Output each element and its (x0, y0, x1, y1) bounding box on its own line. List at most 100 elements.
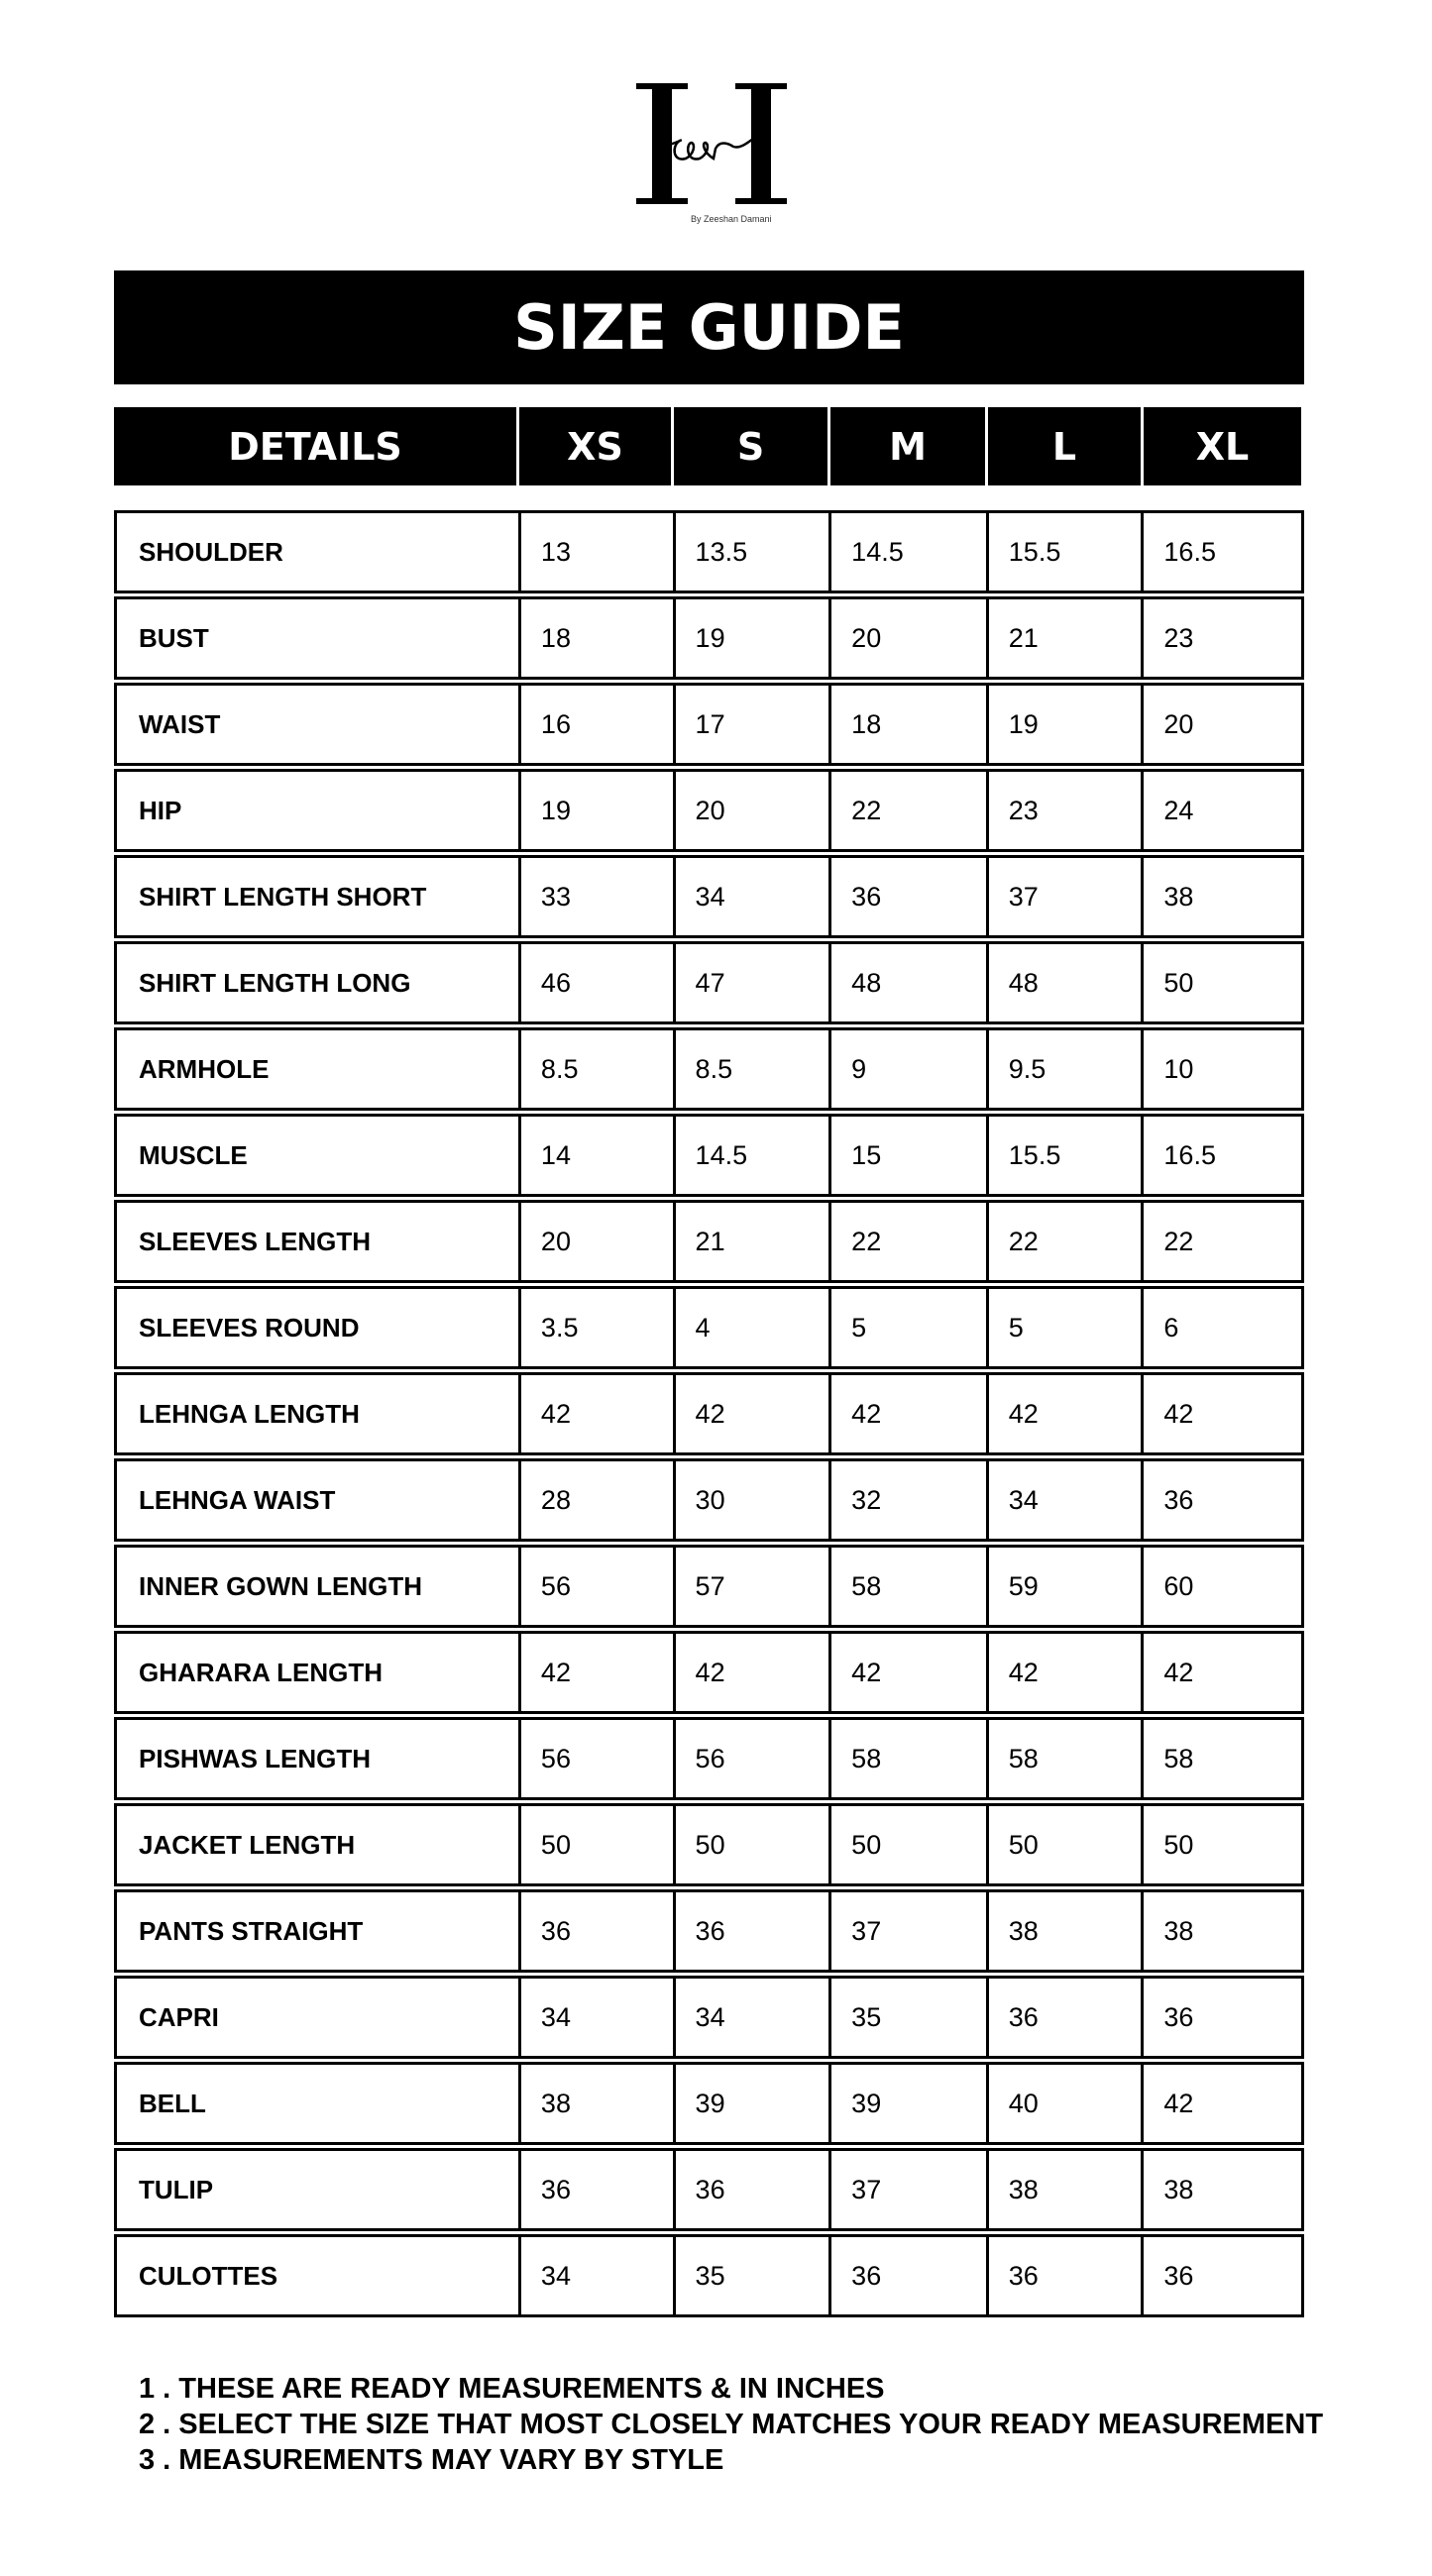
column-header: L (988, 407, 1144, 485)
note: 1 . THESE ARE READY MEASUREMENTS & IN IN… (139, 2373, 885, 2405)
size-value: 34 (676, 858, 832, 935)
size-value: 10 (1163, 1053, 1194, 1084)
column-header: XS (519, 407, 674, 485)
row-label: JACKET LENGTH (117, 1806, 521, 1883)
size-value: 9.5 (989, 1030, 1145, 1108)
table-header: DETAILS XS S M L XL (114, 407, 1304, 485)
size-value: 50 (521, 1806, 676, 1883)
row-label: MUSCLE (117, 1117, 521, 1194)
size-value: 42 (521, 1634, 676, 1711)
table-row: SHOULDER 13 13.5 14.5 15.5 16.5 (114, 510, 1304, 593)
size-table: SHOULDER 13 13.5 14.5 15.5 16.5 BUST 18 19 20 21 23… (114, 510, 1304, 2320)
size-value: 50 (676, 1806, 832, 1883)
size-value: 36 (1163, 1484, 1194, 1515)
size-value: 48 (831, 944, 989, 1021)
size-value: 14.5 (676, 1117, 832, 1194)
size-value: 39 (676, 2065, 832, 2142)
logo-mark-icon (636, 83, 787, 204)
table-row: CAPRI 34 34 35 36 36 (114, 1976, 1304, 2059)
size-value: 30 (676, 1461, 832, 1539)
size-value: 38 (989, 1892, 1145, 1970)
size-value: 37 (831, 1892, 989, 1970)
page-title: SIZE GUIDE (114, 270, 1304, 384)
column-header: M (830, 407, 988, 485)
size-value: 19 (989, 686, 1145, 763)
size-value: 15.5 (989, 1117, 1145, 1194)
size-value: 50 (1163, 1829, 1194, 1860)
size-value: 42 (1163, 1657, 1194, 1687)
size-value: 13.5 (676, 513, 832, 590)
table-row: TULIP 36 36 37 38 38 (114, 2148, 1304, 2231)
table-row: GHARARA LENGTH 42 42 42 42 42 (114, 1631, 1304, 1714)
row-label: LEHNGA WAIST (117, 1461, 521, 1539)
size-value: 42 (1163, 1398, 1194, 1429)
brand-logo: By Zeeshan Damani (614, 79, 818, 238)
column-header: DETAILS (114, 407, 519, 485)
size-value: 21 (989, 599, 1145, 677)
size-value: 20 (521, 1203, 676, 1280)
size-value: 42 (831, 1375, 989, 1452)
size-value: 39 (831, 2065, 989, 2142)
size-value: 15 (831, 1117, 989, 1194)
table-row: HIP 19 20 22 23 24 (114, 769, 1304, 852)
size-value: 35 (831, 1979, 989, 2056)
size-value: 5 (831, 1289, 989, 1366)
size-value: 38 (1163, 881, 1194, 912)
size-value: 57 (676, 1548, 832, 1625)
table-row: SHIRT LENGTH SHORT 33 34 36 37 38 (114, 855, 1304, 938)
table-row: SLEEVES ROUND 3.5 4 5 5 6 (114, 1286, 1304, 1369)
row-label: WAIST (117, 686, 521, 763)
size-value: 34 (521, 2237, 676, 2314)
size-value: 47 (676, 944, 832, 1021)
row-label: CAPRI (117, 1979, 521, 2056)
row-label: BUST (117, 599, 521, 677)
row-label: SLEEVES ROUND (117, 1289, 521, 1366)
size-value: 56 (521, 1720, 676, 1797)
size-value: 58 (831, 1548, 989, 1625)
size-value: 16.5 (1163, 1139, 1216, 1170)
size-value: 24 (1163, 795, 1194, 825)
row-label: LEHNGA LENGTH (117, 1375, 521, 1452)
table-row: BELL 38 39 39 40 42 (114, 2062, 1304, 2145)
row-label: CULOTTES (117, 2237, 521, 2314)
table-row: PISHWAS LENGTH 56 56 58 58 58 (114, 1717, 1304, 1800)
size-value: 18 (521, 599, 676, 677)
size-value: 13 (521, 513, 676, 590)
size-value: 23 (989, 772, 1145, 849)
row-label: SLEEVES LENGTH (117, 1203, 521, 1280)
size-value: 36 (1163, 2260, 1194, 2291)
size-value: 22 (1163, 1226, 1194, 1256)
size-value: 6 (1163, 1312, 1179, 1342)
size-value: 38 (1163, 1915, 1194, 1946)
size-value: 20 (676, 772, 832, 849)
size-value: 18 (831, 686, 989, 763)
size-value: 59 (989, 1548, 1145, 1625)
row-label: SHIRT LENGTH SHORT (117, 858, 521, 935)
table-row: PANTS STRAIGHT 36 36 37 38 38 (114, 1889, 1304, 1973)
table-row: MUSCLE 14 14.5 15 15.5 16.5 (114, 1114, 1304, 1197)
size-value: 48 (989, 944, 1145, 1021)
table-row: CULOTTES 34 35 36 36 36 (114, 2234, 1304, 2317)
size-value: 50 (1163, 967, 1194, 998)
table-row: WAIST 16 17 18 19 20 (114, 683, 1304, 766)
size-value: 42 (989, 1375, 1145, 1452)
size-value: 34 (521, 1979, 676, 2056)
size-value: 19 (521, 772, 676, 849)
size-value: 42 (521, 1375, 676, 1452)
size-value: 19 (676, 599, 832, 677)
size-value: 3.5 (521, 1289, 676, 1366)
size-value: 8.5 (676, 1030, 832, 1108)
size-value: 32 (831, 1461, 989, 1539)
size-value: 40 (989, 2065, 1145, 2142)
size-value: 34 (676, 1979, 832, 2056)
size-value: 9 (831, 1030, 989, 1108)
size-value: 4 (676, 1289, 832, 1366)
size-value: 58 (1163, 1743, 1194, 1773)
row-label: SHOULDER (117, 513, 521, 590)
size-value: 60 (1163, 1570, 1194, 1601)
size-value: 38 (1163, 2174, 1194, 2204)
row-label: ARMHOLE (117, 1030, 521, 1108)
row-label: HIP (117, 772, 521, 849)
size-value: 36 (521, 2151, 676, 2228)
size-value: 14 (521, 1117, 676, 1194)
